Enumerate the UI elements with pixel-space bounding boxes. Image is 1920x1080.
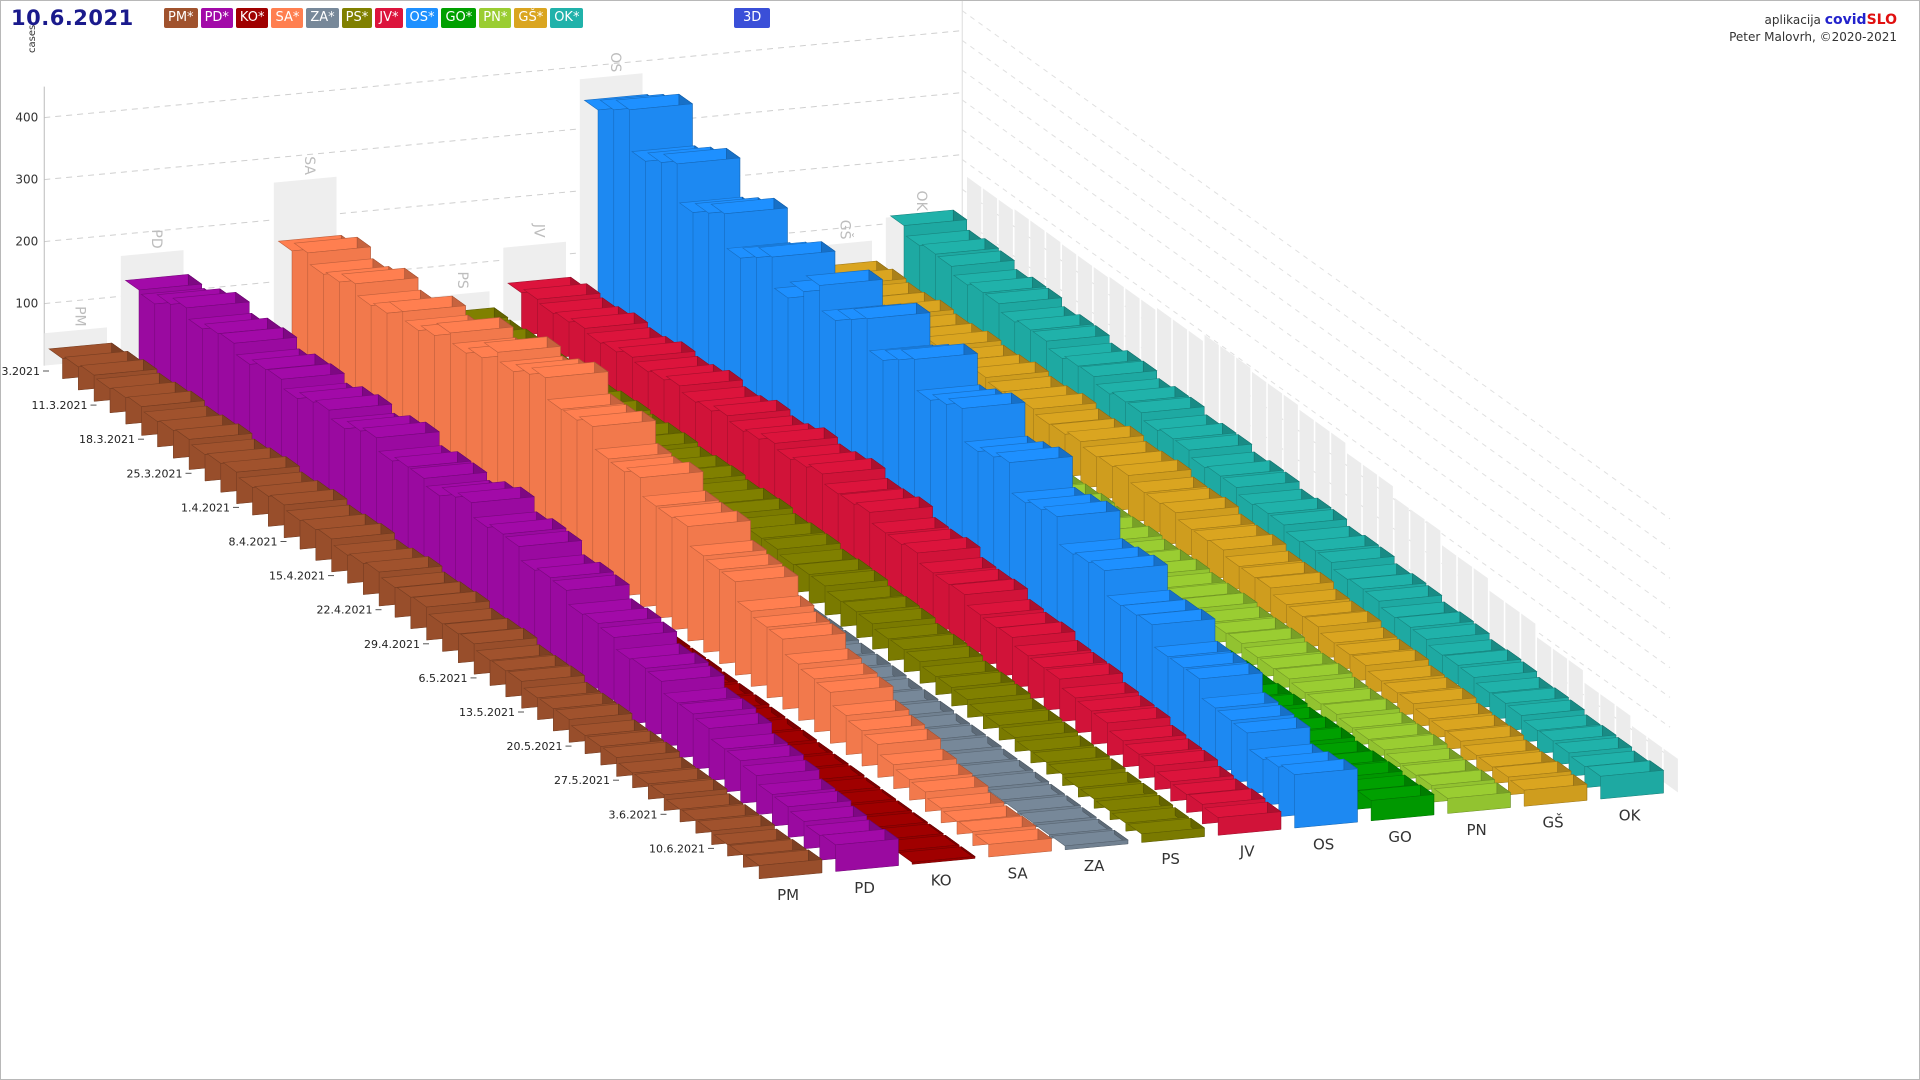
gridline <box>44 154 963 243</box>
legend-item-za[interactable]: ZA* <box>306 8 339 28</box>
legend-item-pd[interactable]: PD* <box>200 8 233 28</box>
date-tick-label: 25.3.2021 <box>127 467 183 480</box>
bar <box>1370 794 1435 822</box>
date-tick-label: 1.4.2021 <box>181 501 230 514</box>
region-label: PS <box>1161 850 1180 868</box>
date-tick-label: 11.3.2021 <box>32 399 88 412</box>
region-label: ZA <box>1084 857 1105 875</box>
back-region-label: JV <box>531 223 547 238</box>
series-GŠ <box>813 260 1588 807</box>
app-name-a: covid <box>1824 12 1867 28</box>
back-region-label: OS <box>607 52 623 72</box>
legend-item-ko[interactable]: KO* <box>235 8 269 28</box>
date-tick-label: 27.5.2021 <box>554 774 610 787</box>
legend-item-go[interactable]: GO* <box>441 8 477 28</box>
bar <box>911 856 976 865</box>
legend-item-sa[interactable]: SA* <box>271 8 304 28</box>
series-JV <box>507 276 1282 836</box>
bars <box>48 93 1665 880</box>
app-name[interactable]: covidSLO <box>1825 12 1897 28</box>
date-tick-label: 3.6.2021 <box>609 808 658 821</box>
legend-item-pn[interactable]: PN* <box>479 8 512 28</box>
region-label: KO <box>931 872 952 890</box>
credit-prefix: aplikacija <box>1764 13 1821 27</box>
bar <box>758 859 823 880</box>
date-tick-label: 22.4.2021 <box>317 604 373 617</box>
region-axis: PM PD KO SA ZA PS JV OS GO PN GŠ OK <box>777 806 1641 904</box>
region-label: OS <box>1313 835 1334 853</box>
back-region-label: OK <box>913 191 929 212</box>
legend-item-ps[interactable]: PS* <box>341 8 373 28</box>
date-tick-label: 8.4.2021 <box>229 536 278 549</box>
back-region-label: GŠ <box>837 220 855 240</box>
bar <box>1294 768 1358 829</box>
back-region-label: SA <box>301 156 317 175</box>
legend-item-jv[interactable]: JV* <box>375 8 403 28</box>
legend: PM* PD* KO* SA* ZA* PS* JV* OS* GO* PN* … <box>164 8 584 30</box>
series-PD <box>124 273 900 872</box>
y-tick-label: 200 <box>15 235 38 249</box>
region-label: GŠ <box>1543 813 1564 832</box>
back-region-label: PS <box>454 271 470 288</box>
region-label: PN <box>1466 821 1486 839</box>
date-tick-label: 6.5.2021 <box>419 672 468 685</box>
app-name-b: SLO <box>1866 12 1897 28</box>
legend-item-ok[interactable]: OK* <box>550 8 584 28</box>
legend-item-os[interactable]: OS* <box>405 8 439 28</box>
bar <box>1064 839 1129 851</box>
y-axis-label: cases <box>27 25 38 53</box>
gridline <box>44 92 963 181</box>
date-tick-label: 15.4.2021 <box>269 570 325 583</box>
series-SA <box>277 234 1053 858</box>
date-tick-label: 10.6.2021 <box>649 842 705 855</box>
y-tick-label: 400 <box>15 111 38 125</box>
author-credit: Peter Malovrh, ©2020-2021 <box>1729 30 1897 44</box>
date-tick-label: 29.4.2021 <box>364 638 420 651</box>
bar <box>1523 784 1588 807</box>
legend-item-gs[interactable]: GŠ* <box>514 8 548 28</box>
region-label: PD <box>854 879 875 897</box>
y-axis: 100 200 300 400 cases <box>15 25 38 311</box>
bar <box>1141 827 1205 843</box>
projection-bar <box>1663 748 1678 793</box>
3d-mode-button[interactable]: 3D <box>734 8 771 28</box>
date-tick-label: 13.5.2021 <box>459 706 515 719</box>
back-region-label: PD <box>148 229 164 248</box>
credit: aplikacija covidSLO Peter Malovrh, ©2020… <box>1729 12 1897 46</box>
bar <box>835 838 899 872</box>
series-OK <box>889 209 1665 800</box>
region-label: PM <box>777 886 799 904</box>
y-tick-label: 300 <box>15 173 38 187</box>
date-tick-label: 4.3.2021 <box>1 365 40 378</box>
region-label: JV <box>1239 843 1255 861</box>
date-tick-label: 20.5.2021 <box>507 740 563 753</box>
back-region-label: PM <box>72 306 88 327</box>
date-axis: 4.3.2021 11.3.2021 18.3.2021 25.3.2021 1.4.2… <box>1 365 714 855</box>
bar <box>1217 811 1282 836</box>
region-label: OK <box>1619 806 1642 824</box>
legend-item-pm[interactable]: PM* <box>164 8 198 28</box>
region-label: GO <box>1388 828 1411 846</box>
series-PM <box>48 342 823 880</box>
region-label: SA <box>1008 864 1029 882</box>
bar <box>988 838 1052 858</box>
app-credit: aplikacija covidSLO <box>1729 12 1897 29</box>
bar <box>1447 792 1511 814</box>
date-tick-label: 18.3.2021 <box>79 433 135 446</box>
gridline <box>44 30 963 119</box>
y-tick-label: 100 <box>15 297 38 311</box>
date-title: 10.6.2021 <box>11 6 134 30</box>
bar <box>1600 770 1664 800</box>
